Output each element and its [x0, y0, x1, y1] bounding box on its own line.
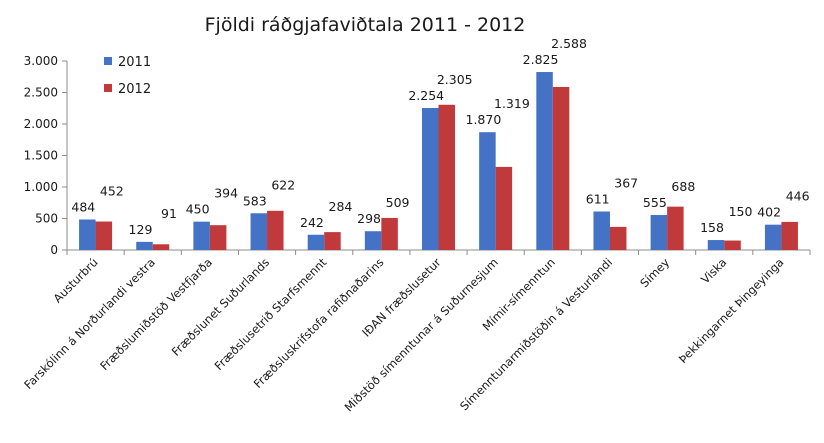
- category-label: Fræðslumiðstöð Vestfjarða: [97, 255, 215, 373]
- data-label-2011: 298: [357, 211, 381, 226]
- y-tick-label: 1.500: [24, 149, 58, 163]
- data-label-2012: 150: [729, 204, 753, 219]
- data-label-2011: 158: [700, 220, 724, 235]
- data-label-2012: 2.305: [437, 72, 473, 87]
- bar-2012: [267, 210, 284, 250]
- data-label-2012: 284: [329, 199, 353, 214]
- bar-2012: [724, 240, 741, 250]
- data-label-2011: 402: [757, 205, 781, 220]
- bar-2012: [781, 221, 798, 250]
- y-tick-label: 1.000: [24, 180, 58, 194]
- bar-2011: [479, 132, 496, 250]
- y-tick-label: 0: [50, 243, 58, 257]
- data-label-2012: 688: [671, 179, 695, 194]
- bar-2011: [764, 224, 782, 250]
- category-label: Þekkingarnet Þingeyinga: [676, 255, 787, 366]
- data-label-2011: 484: [71, 200, 95, 215]
- bar-2012: [495, 166, 513, 250]
- legend-label-2011: 2011: [118, 55, 151, 70]
- legend-swatch-2012: [104, 84, 112, 92]
- bar-2012: [609, 226, 627, 250]
- category-label: Símey: [637, 255, 672, 290]
- category-label: Viska: [698, 255, 729, 286]
- data-label-2011: 2.254: [408, 88, 444, 103]
- data-label-2012: 622: [271, 177, 295, 192]
- data-label-2012: 509: [386, 195, 410, 210]
- data-label-2012: 394: [214, 186, 238, 201]
- category-label: Austurbrú: [50, 255, 100, 305]
- data-label-2011: 555: [643, 195, 667, 210]
- bar-2011: [250, 213, 268, 250]
- bar-2012: [667, 206, 684, 250]
- bar-2012: [95, 221, 113, 250]
- data-label-2011: 1.870: [466, 112, 502, 127]
- bar-2012: [324, 232, 341, 250]
- bar-2011: [307, 234, 325, 250]
- bar-2011: [193, 221, 210, 250]
- y-tick-label: 3.000: [24, 54, 58, 68]
- plot-area: 0 500 1.000 1.500 2.000 2.500 3.000 484 452 Austu…: [21, 36, 811, 414]
- y-tick-label: 2.500: [24, 86, 58, 100]
- category-label: Fræðslunet Suðurlands: [169, 255, 272, 358]
- data-label-2011: 611: [586, 192, 610, 207]
- bar-2012: [152, 244, 170, 250]
- data-label-2011: 583: [243, 193, 267, 208]
- data-label-2011: 242: [300, 215, 324, 230]
- data-label-2012: 1.319: [494, 96, 530, 111]
- bar-2011: [136, 241, 153, 250]
- data-label-2012: 446: [786, 189, 810, 204]
- bar-2011: [536, 72, 553, 251]
- bar-2012: [381, 217, 398, 250]
- data-label-2012: 2.588: [551, 36, 587, 51]
- chart-title: Fjöldi ráðgjafaviðtala 2011 - 2012: [205, 14, 526, 36]
- data-label-2012: 452: [100, 184, 124, 199]
- data-label-2012: 367: [614, 176, 638, 191]
- legend-label-2012: 2012: [118, 82, 151, 97]
- bar-2011: [593, 211, 610, 250]
- bar-2012: [209, 225, 227, 250]
- y-tick-label: 500: [35, 212, 58, 226]
- bar-2012: [552, 86, 570, 251]
- bar-2011: [364, 231, 382, 250]
- bar-2011: [422, 107, 439, 250]
- legend-swatch-2011: [104, 57, 112, 65]
- bar-2011: [707, 240, 725, 250]
- bar-2011: [79, 219, 96, 250]
- category-label: Fræðslusetrið Starfsmennt: [212, 255, 330, 373]
- data-label-2011: 2.825: [523, 52, 559, 67]
- data-label-2011: 450: [186, 202, 210, 217]
- bar-2012: [438, 104, 455, 250]
- data-label-2011: 129: [129, 222, 153, 237]
- data-label-2012: 91: [161, 206, 177, 221]
- y-tick-label: 2.000: [24, 117, 58, 131]
- bar-2011: [650, 215, 668, 250]
